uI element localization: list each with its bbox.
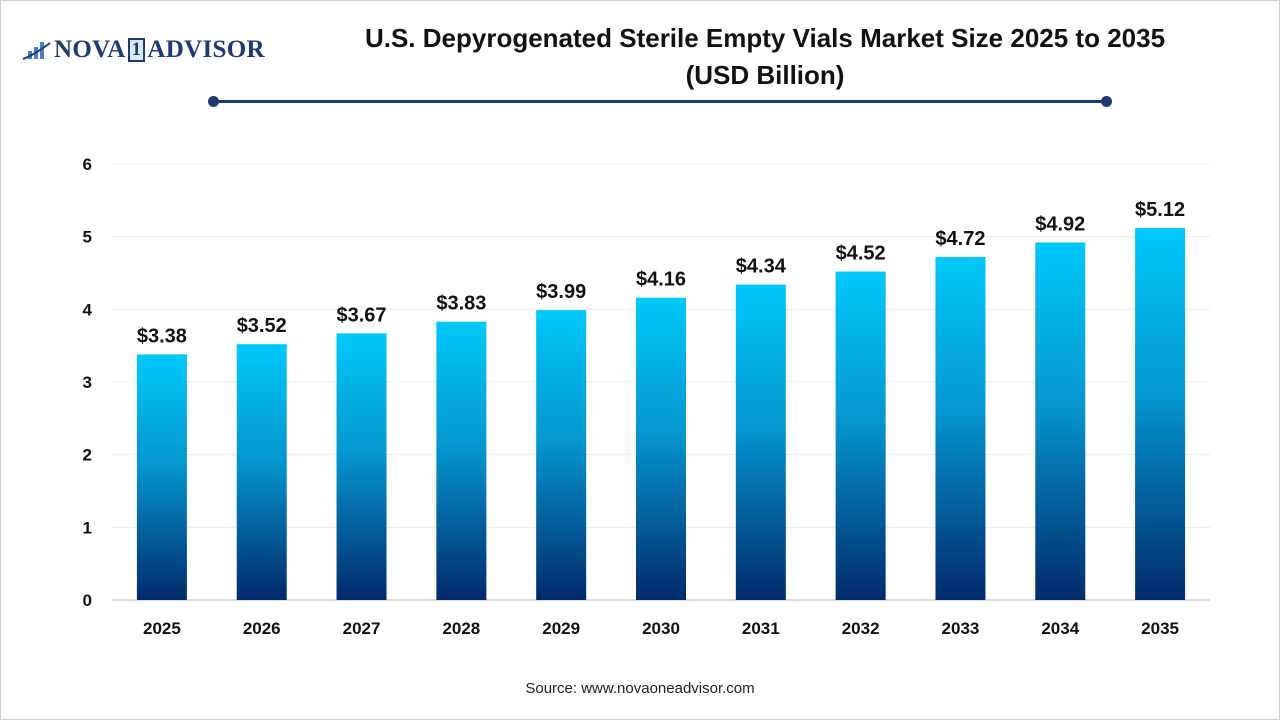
bar-2025 xyxy=(136,354,187,600)
chart-subtitle: (USD Billion) xyxy=(685,60,845,90)
data-label: $4.72 xyxy=(935,228,985,250)
chart-title-main: U.S. Depyrogenated Sterile Empty Vials M… xyxy=(364,23,1166,53)
x-tick-label: 2026 xyxy=(243,619,281,638)
x-tick-label: 2030 xyxy=(642,619,680,638)
data-label: $5.12 xyxy=(1135,199,1185,221)
data-label: $3.99 xyxy=(536,281,586,303)
title-rule-dot-right xyxy=(1101,96,1112,107)
x-tick-label: 2029 xyxy=(542,619,580,638)
data-label: $3.52 xyxy=(237,315,287,337)
data-label: $3.38 xyxy=(137,325,187,347)
y-tick-label: 5 xyxy=(83,228,92,247)
nova-advisor-logo: NOVA 1 ADVISOR xyxy=(22,36,265,64)
data-label: $3.83 xyxy=(436,293,486,315)
logo-text-nova: NOVA xyxy=(54,36,126,63)
data-label: $4.92 xyxy=(1035,213,1085,235)
data-label: $4.52 xyxy=(836,243,886,265)
x-tick-label: 2028 xyxy=(442,619,480,638)
bar-2029 xyxy=(536,310,587,600)
y-tick-label: 6 xyxy=(83,155,92,174)
bar-2033 xyxy=(935,257,986,600)
x-tick-label: 2027 xyxy=(343,619,381,638)
bar-2035 xyxy=(1135,227,1186,601)
chart-title: U.S. Depyrogenated Sterile Empty Vials M… xyxy=(270,20,1260,94)
data-label: $4.34 xyxy=(736,256,787,278)
y-tick-label: 4 xyxy=(83,300,93,319)
title-rule xyxy=(213,100,1106,103)
bar-2027 xyxy=(336,333,387,600)
y-tick-label: 2 xyxy=(83,446,92,465)
x-tick-label: 2032 xyxy=(842,619,880,638)
y-tick-label: 1 xyxy=(83,518,92,537)
logo-text-advisor: ADVISOR xyxy=(147,36,265,63)
bar-2026 xyxy=(236,344,287,600)
logo-text-one: 1 xyxy=(127,38,146,62)
x-tick-label: 2031 xyxy=(742,619,780,638)
source-note: Source: www.novaoneadvisor.com xyxy=(525,680,755,697)
y-tick-label: 3 xyxy=(83,373,92,392)
data-label: $3.67 xyxy=(337,304,387,326)
bar-2030 xyxy=(636,297,686,600)
bar-2032 xyxy=(835,271,886,600)
title-rule-dot-left xyxy=(208,96,219,107)
bar-chart-logo-icon xyxy=(22,42,51,60)
x-tick-label: 2025 xyxy=(143,619,181,638)
x-tick-label: 2035 xyxy=(1141,619,1179,638)
bar-2031 xyxy=(735,284,786,600)
x-tick-label: 2033 xyxy=(942,619,980,638)
x-tick-label: 2034 xyxy=(1041,619,1079,638)
data-label: $4.16 xyxy=(636,269,686,291)
bar-2028 xyxy=(436,321,487,600)
bar-2034 xyxy=(1035,242,1086,601)
y-tick-label: 0 xyxy=(83,591,92,610)
